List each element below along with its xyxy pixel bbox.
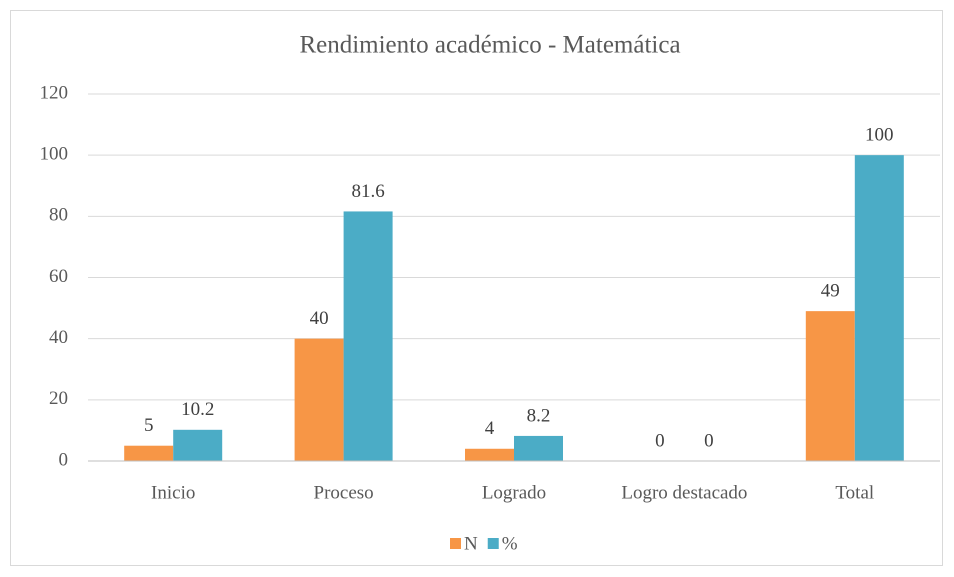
bar [173, 429, 223, 461]
bar [343, 211, 393, 461]
y-tick-label: 20 [49, 388, 68, 409]
bar [465, 448, 514, 461]
y-tick-label: 40 [49, 327, 68, 348]
x-tick-label: Logrado [482, 482, 546, 503]
bar [294, 338, 344, 461]
value-label: 0 [655, 430, 665, 451]
x-tick-label: Total [835, 482, 874, 503]
legend-label: % [502, 533, 518, 554]
bar [854, 155, 904, 461]
value-label: 0 [704, 430, 714, 451]
value-label: 81.6 [351, 181, 384, 202]
y-tick-label: 120 [40, 82, 69, 103]
chart-title: Rendimiento académico - Matemática [299, 32, 680, 59]
x-tick-label: Inicio [151, 482, 195, 503]
y-tick-label: 60 [49, 266, 68, 287]
bar [514, 435, 563, 461]
legend-swatch [450, 538, 461, 549]
bar [124, 445, 174, 461]
y-tick-label: 0 [59, 449, 69, 470]
chart-border [10, 10, 943, 566]
value-label: 40 [310, 308, 329, 329]
y-tick-label: 100 [40, 144, 69, 165]
value-label: 4 [485, 418, 495, 439]
legend-label: N [464, 533, 478, 554]
value-label: 49 [821, 281, 840, 302]
value-label: 8.2 [527, 405, 551, 426]
x-tick-label: Logro destacado [621, 482, 747, 503]
value-label: 10.2 [181, 399, 214, 420]
x-tick-label: Proceso [314, 482, 374, 503]
bar [805, 311, 855, 461]
legend-swatch [487, 538, 499, 549]
value-label: 5 [144, 415, 154, 436]
value-label: 100 [865, 125, 894, 146]
y-tick-label: 80 [49, 205, 68, 226]
